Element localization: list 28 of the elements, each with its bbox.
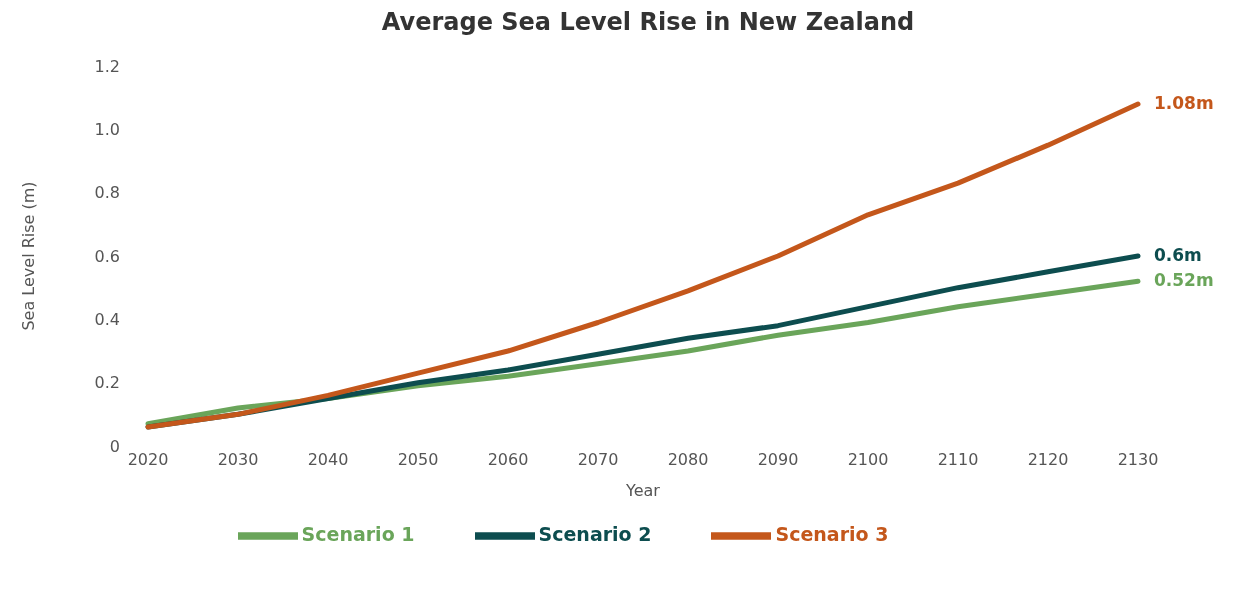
data-label: 0.6m — [1154, 245, 1202, 265]
chart-title: Average Sea Level Rise in New Zealand — [380, 8, 916, 36]
y-axis-title: Sea Level Rise (m) — [18, 181, 38, 331]
x-tick-label: 2070 — [577, 450, 619, 470]
legend-label: Scenario 3 — [775, 522, 889, 545]
x-tick-label: 2060 — [487, 450, 529, 470]
y-tick-label: 1.2 — [94, 56, 120, 76]
x-tick-label: 2100 — [847, 450, 889, 470]
x-axis-title: Year — [625, 481, 661, 500]
data-label: 1.08m — [1154, 93, 1214, 113]
data-label: 0.52m — [1154, 270, 1214, 291]
x-tick-label: 2040 — [307, 450, 349, 470]
y-tick-label: 1.0 — [94, 120, 120, 140]
x-tick-label: 2120 — [1027, 450, 1069, 470]
x-tick-label: 2020 — [127, 450, 169, 470]
x-tick-label: 2080 — [667, 450, 709, 470]
x-tick-label: 2090 — [757, 450, 799, 470]
x-tick-label: 2030 — [217, 450, 259, 470]
y-tick-label: 0 — [109, 436, 120, 456]
y-tick-label: 0.6 — [94, 246, 120, 266]
y-tick-label: 0.4 — [94, 310, 120, 330]
y-tick-label: 0.8 — [94, 183, 120, 203]
y-tick-label: 0.2 — [94, 373, 120, 393]
x-tick-label: 2050 — [397, 450, 439, 470]
legend-label: Scenario 1 — [301, 522, 415, 545]
x-tick-label: 2110 — [937, 450, 979, 470]
legend-label: Scenario 2 — [538, 522, 652, 545]
x-tick-label: 2130 — [1117, 450, 1159, 470]
